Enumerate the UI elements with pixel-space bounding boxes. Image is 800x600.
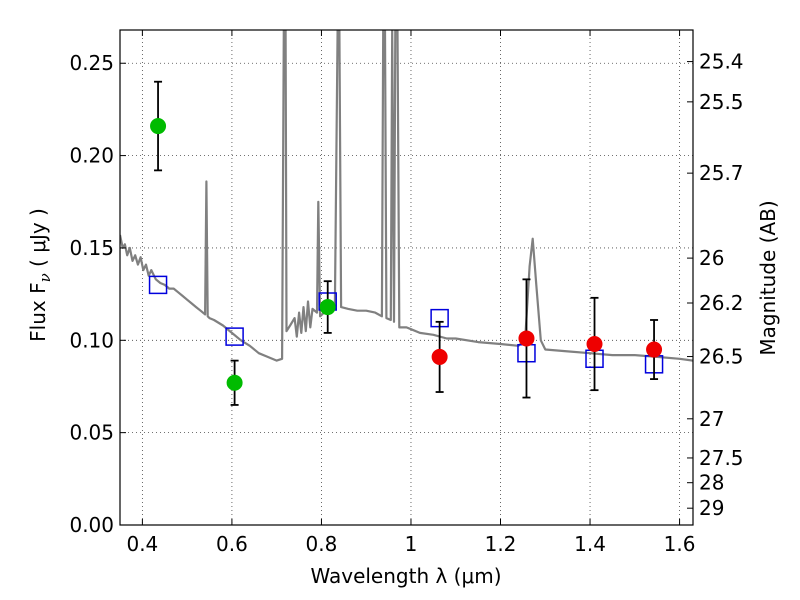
- grid-layer: [120, 30, 693, 526]
- x-tick-label: 1: [405, 532, 418, 556]
- y-axis-left-title-sub: ν: [36, 273, 54, 282]
- photometry-point: [226, 374, 243, 391]
- photometry-point: [518, 330, 535, 347]
- right-tick-label: 25.7: [699, 161, 744, 185]
- y-tick-label: 0.15: [69, 236, 114, 260]
- x-tick-label: 0.8: [306, 532, 338, 556]
- y-tick-label: 0.20: [69, 144, 114, 168]
- model-flux-square: [148, 275, 168, 295]
- model-spectrum-line: [120, 30, 693, 362]
- right-tick-label: 26.2: [699, 291, 744, 315]
- right-tick-label: 28: [699, 471, 724, 495]
- y-axis-left-title: Flux Fν ( μJy ): [26, 208, 54, 342]
- model-spectrum-layer: [120, 30, 693, 362]
- x-tick-label: 0.6: [216, 532, 248, 556]
- y-tick-label: 0.10: [69, 328, 114, 352]
- plot-frame: [119, 29, 694, 526]
- ticks-layer: 0.4 0.6 0.8 1 1.2 1.4 1.6 0.00 0.05 0.10 0.15 0.20 0…: [69, 30, 744, 556]
- x-axis-title: Wavelength λ (μm): [310, 564, 501, 588]
- x-tick-label: 1.4: [574, 532, 606, 556]
- photometry-point: [150, 118, 167, 135]
- y-axis-right-title: Magnitude (AB): [756, 200, 780, 355]
- x-tick-label: 0.4: [126, 532, 158, 556]
- y-axis-left-title-main: Flux F: [26, 282, 50, 341]
- photometry-point: [646, 341, 663, 358]
- right-tick-label: 29: [699, 496, 724, 520]
- right-tick-label: 25.5: [699, 90, 744, 114]
- y-tick-label: 0.05: [69, 421, 114, 445]
- y-axis-left-title-unit: ( μJy ): [26, 208, 50, 273]
- y-tick-label: 0.25: [69, 51, 114, 75]
- x-tick-label: 1.2: [485, 532, 517, 556]
- right-tick-label: 27.5: [699, 446, 744, 470]
- plot-background: [120, 30, 693, 525]
- photometry-point: [431, 348, 448, 365]
- y-tick-label: 0.00: [69, 513, 114, 537]
- photometry-point: [586, 335, 603, 352]
- right-tick-label: 25.4: [699, 50, 744, 74]
- right-tick-label: 27: [699, 407, 724, 431]
- right-tick-label: 26: [699, 246, 724, 270]
- x-tick-label: 1.6: [664, 532, 696, 556]
- model-flux-square: [225, 327, 244, 346]
- right-tick-label: 26.5: [699, 345, 744, 369]
- photometry-point: [319, 299, 336, 316]
- data-marks-layer: [148, 80, 664, 406]
